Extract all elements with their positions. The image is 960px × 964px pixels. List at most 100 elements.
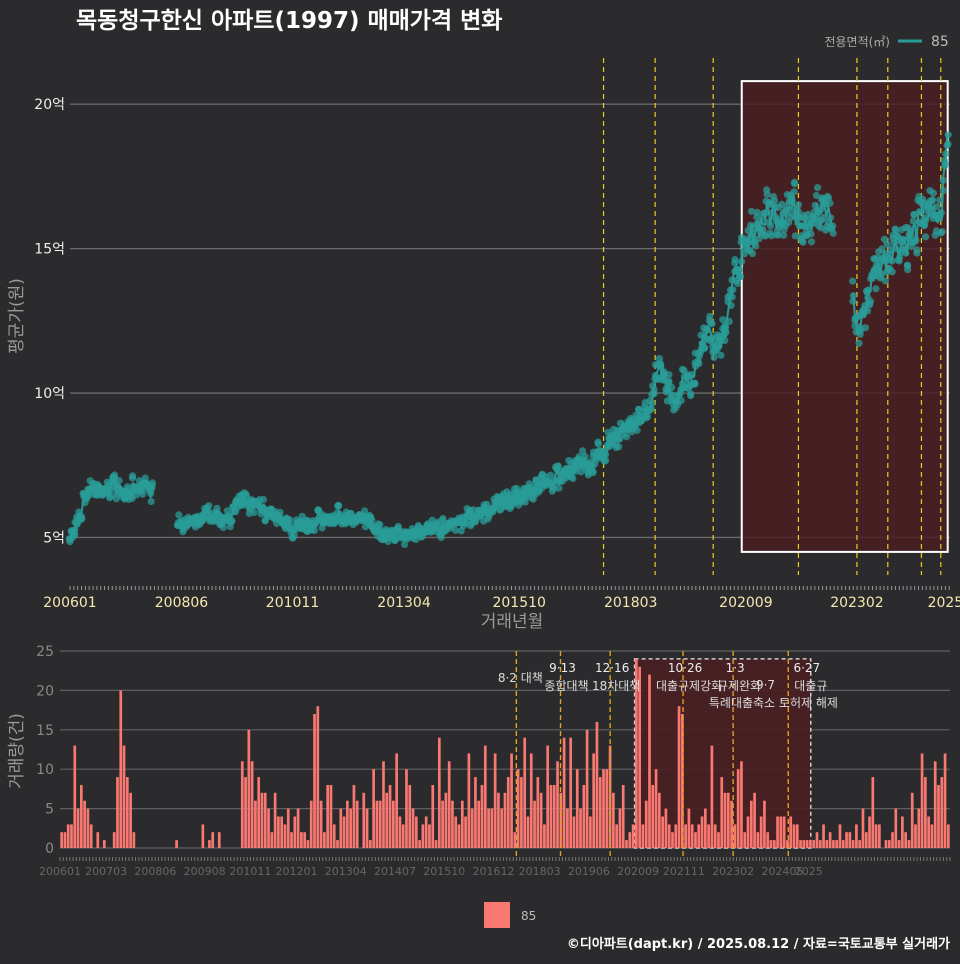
volume-bar [470,808,474,848]
price-data-point [107,492,115,500]
price-data-point [665,371,673,379]
price-data-point [691,380,699,388]
volume-bar [733,824,737,848]
volume-bar [414,816,418,848]
price-data-point [361,507,369,515]
volume-bar [818,840,822,848]
price-data-point [728,293,736,301]
volume-bar [500,808,504,848]
price-y-tick-label: 15억 [34,242,65,258]
price-data-point [710,353,718,361]
volume-bar [546,745,550,848]
volume-bar [910,792,914,848]
price-data-point [286,516,294,524]
volume-bar [516,769,520,848]
volume-bar [746,816,750,848]
price-data-point [695,360,703,368]
price-data-point [85,491,93,499]
chart-title: 목동청구한신 아파트(1997) 매매가격 변화 [76,8,502,34]
volume-bar [503,792,507,848]
volume-bar [651,785,655,848]
volume-bar [125,777,129,848]
volume-bar [835,840,839,848]
volume-bar [602,769,605,848]
price-data-point [939,187,947,195]
volume-bar [805,840,809,848]
price-x-tick-label: 201011 [266,595,319,611]
price-y-tick-label: 10억 [34,386,65,402]
volume-bar [782,816,786,848]
volume-bar [257,777,261,848]
volume-bar [208,840,211,848]
volume-bar [667,824,671,848]
volume-bar [401,824,405,848]
price-data-point [649,382,657,390]
volume-bar [589,816,592,848]
price-legend[interactable]: 전용면적(㎡) 85 [824,34,948,50]
volume-bar [943,753,947,848]
policy-annotation-label: 대출규 [794,679,827,693]
volume-bar [904,832,907,848]
price-data-point [259,495,268,504]
volume-bar [605,769,609,848]
price-data-point [826,214,835,222]
volume-bar [717,832,720,848]
price-data-point [738,258,746,266]
volume-bar [575,769,579,848]
volume-bar [569,737,573,848]
volume-bar [217,832,221,848]
price-data-point [888,268,896,276]
price-data-point [737,272,745,281]
volume-bar [917,808,921,848]
volume-bar [684,824,687,848]
volume-bar [907,840,911,848]
volume-bar [878,824,881,848]
volume-y-tick-label: 10 [36,762,54,778]
volume-bar [378,800,382,848]
footer-credit: ©디아파트(dapt.kr) / 2025.08.12 / 자료=국토교통부 실… [567,936,950,952]
volume-bar [250,761,254,848]
volume-bar [940,777,944,848]
volume-bar [375,800,379,848]
price-data-point [581,452,589,461]
volume-bar [799,840,802,848]
price-data-point [71,526,79,534]
volume-legend[interactable]: 85 [484,902,536,928]
volume-bar [474,777,477,848]
volume-bar [132,832,136,848]
volume-bar [270,832,274,848]
price-data-point [703,325,711,333]
price-data-point [910,211,918,219]
price-data-point [933,203,941,211]
volume-bar [201,824,205,848]
volume-bar [871,777,875,848]
volume-bar [70,824,73,848]
price-data-point [734,279,742,287]
price-data-point [139,490,147,498]
volume-bar [388,785,392,848]
price-data-point [729,286,737,294]
volume-bar [464,816,467,848]
volume-bar [421,824,425,848]
price-data-point [883,240,891,248]
price-data-point [438,516,446,524]
volume-bar [891,832,894,848]
volume-bar [582,785,586,848]
volume-bar [700,816,704,848]
volume-bar [296,808,300,848]
price-data-point [939,176,947,185]
volume-bar [720,777,724,848]
volume-bar [644,800,648,848]
volume-bar [441,800,444,848]
volume-x-tick-label: 201803 [519,865,561,878]
price-x-tick-label: 200806 [155,595,209,611]
price-x-tick-label: 202009 [719,595,772,611]
price-x-axis-title: 거래년월 [481,612,544,632]
price-data-point [942,150,950,158]
volume-bar [812,840,816,848]
volume-bar [129,792,132,848]
price-data-point [569,474,577,483]
price-data-point [912,237,920,245]
volume-bar [529,753,533,848]
